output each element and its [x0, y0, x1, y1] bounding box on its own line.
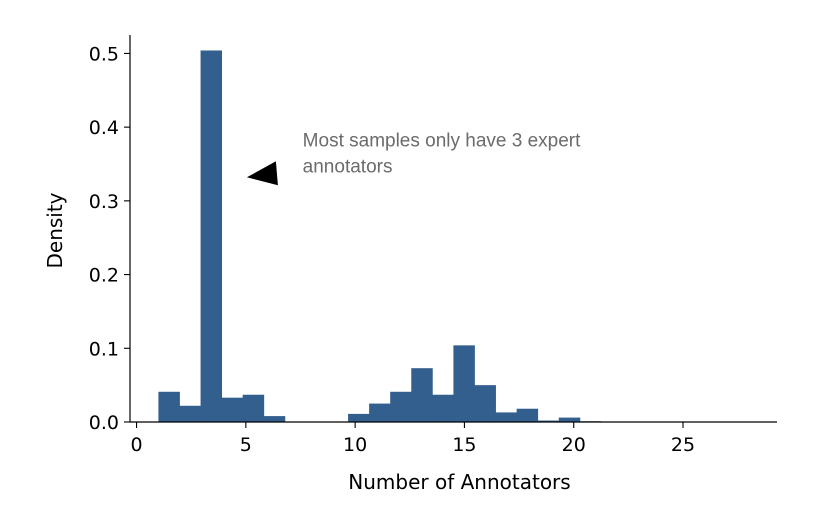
- histogram-bar: [559, 418, 580, 422]
- histogram-bar: [474, 385, 495, 422]
- histogram-bar: [222, 398, 243, 422]
- y-tick-label: 0.5: [89, 43, 119, 65]
- histogram-bar: [390, 392, 411, 422]
- y-tick-label: 0.1: [89, 338, 119, 360]
- y-tick-label: 0.2: [89, 265, 119, 287]
- annotation-text-line-2: annotators: [303, 156, 393, 177]
- annotation-arrow-icon: [247, 161, 278, 185]
- histogram-bar: [348, 414, 369, 422]
- histogram-bar: [432, 395, 453, 422]
- y-tick-label: 0.3: [89, 191, 119, 213]
- x-axis-label: Number of Annotators: [348, 470, 570, 494]
- x-tick-label: 10: [343, 434, 367, 456]
- x-tick-label: 20: [562, 434, 586, 456]
- histogram-bar: [179, 406, 200, 422]
- annotation-text-line-1: Most samples only have 3 expert: [303, 130, 581, 151]
- y-tick-label: 0.0: [89, 412, 119, 434]
- histogram-bar: [496, 412, 517, 422]
- histogram-bar: [264, 416, 285, 422]
- x-tick-label: 5: [240, 434, 252, 456]
- x-tick-label: 0: [131, 434, 143, 456]
- histogram-bar: [411, 368, 432, 422]
- histogram-bar: [453, 345, 474, 422]
- y-axis-ticks: 0.0 0.1 0.2 0.3 0.4 0.5: [89, 43, 130, 434]
- histogram-bar: [517, 409, 538, 422]
- x-tick-label: 25: [671, 434, 695, 456]
- x-tick-label: 15: [452, 434, 476, 456]
- y-tick-label: 0.4: [89, 117, 119, 139]
- y-axis-label: Density: [43, 192, 67, 268]
- histogram-bars: [158, 50, 748, 422]
- histogram-bar: [158, 392, 179, 422]
- annotation: Most samples only have 3 expert annotato…: [247, 130, 581, 185]
- histogram-bar: [369, 404, 390, 422]
- x-axis-ticks: 0 5 10 15 20 25: [131, 422, 696, 456]
- histogram-bar: [243, 395, 264, 422]
- histogram-bar: [201, 50, 222, 422]
